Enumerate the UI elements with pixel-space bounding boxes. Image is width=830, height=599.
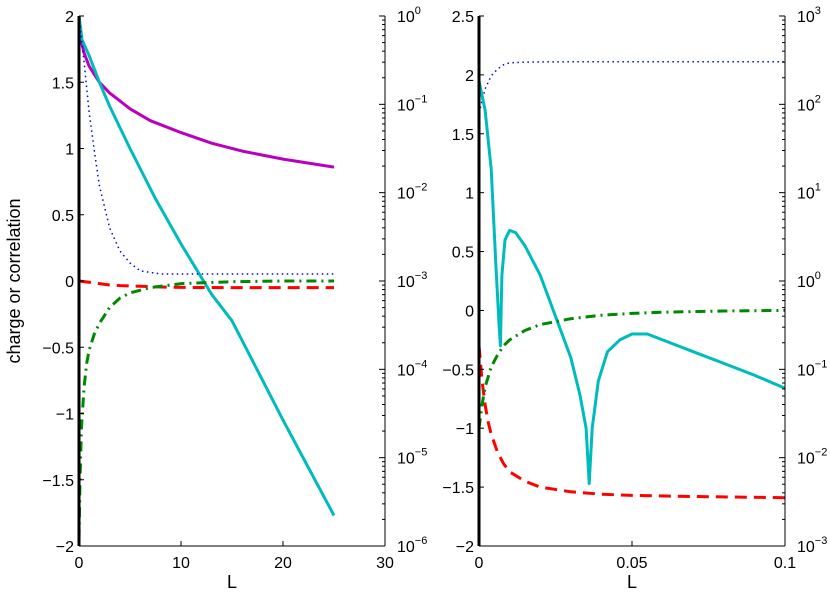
- series-line-1-2: [77, 15, 336, 517]
- x-tick-label: 0.05: [616, 555, 647, 572]
- y2-tick-label: 10−2: [397, 182, 427, 203]
- y-tick-label: 1.5: [452, 127, 474, 144]
- y2-tick-label: 102: [797, 93, 821, 114]
- series-line-2-4: [477, 308, 786, 429]
- series-line-1-3: [78, 15, 334, 275]
- y-tick-label: 2: [65, 9, 74, 26]
- series-line-2-3: [477, 345, 786, 500]
- y-tick-label: 2.5: [452, 9, 474, 26]
- y-tick-label: −2: [56, 539, 74, 556]
- y-tick-label: 1: [65, 142, 74, 159]
- y-tick-label: 1: [465, 186, 474, 203]
- y-tick-label: −2: [456, 539, 474, 556]
- x-tick-label: 10: [172, 555, 190, 572]
- y-tick-label: −1: [456, 421, 474, 438]
- y-tick-label: −1: [56, 407, 74, 424]
- series-line-1-1: [77, 15, 335, 169]
- chart-panel-1: 0 10 20 30 −2 −1.5 −1 −0.5 0 0.5 1 1.5 2 10−6 10−5 10−4…: [4, 5, 427, 592]
- y2-tick-label: 101: [797, 182, 821, 203]
- x-tick-label: 20: [274, 555, 292, 572]
- y-tick-label: −1.5: [42, 473, 74, 490]
- chart-panel-2: 0 0.05 0.1 −2 −1.5 −1 −0.5 0 0.5 1 1.5 2 2.5 10−3 10−2…: [442, 5, 827, 592]
- y2-tick-label: 100: [797, 270, 821, 291]
- y-tick-label: −0.5: [442, 362, 474, 379]
- y-axis-title: charge or correlation: [4, 198, 24, 363]
- y-tick-label: −0.5: [42, 340, 74, 357]
- x-tick-label: 0.1: [774, 555, 796, 572]
- y2-tick-label: 10−5: [397, 447, 427, 468]
- y2-tick-label: 10−1: [397, 93, 427, 114]
- y2-tick-label: 103: [797, 5, 821, 26]
- y-tick-label: 0: [65, 274, 74, 291]
- y2-tick-label: 10−3: [397, 270, 427, 291]
- x-tick-label: 0: [75, 555, 84, 572]
- y-tick-label: 0.5: [52, 208, 74, 225]
- series-line-2-1: [478, 61, 785, 114]
- series-line-2-2: [477, 80, 786, 486]
- y-tick-label: 1.5: [52, 75, 74, 92]
- x-tick-label: 30: [376, 555, 394, 572]
- y2-tick-label: 10−6: [397, 535, 427, 556]
- y-tick-label: 2: [465, 68, 474, 85]
- y-tick-label: 0.5: [452, 245, 474, 262]
- x-tick-label: 0: [475, 555, 484, 572]
- y2-tick-label: 10−1: [797, 358, 827, 379]
- y-tick-label: 0: [465, 303, 474, 320]
- x-axis-title: L: [227, 572, 237, 592]
- series-line-1-5: [77, 279, 334, 540]
- y2-tick-label: 10−3: [797, 535, 827, 556]
- series-line-1-4: [78, 279, 334, 290]
- y2-tick-label: 10−2: [797, 447, 827, 468]
- y-tick-label: −1.5: [442, 480, 474, 497]
- y2-tick-label: 100: [397, 5, 421, 26]
- x-axis-title: L: [627, 572, 637, 592]
- y2-tick-label: 10−4: [397, 358, 427, 379]
